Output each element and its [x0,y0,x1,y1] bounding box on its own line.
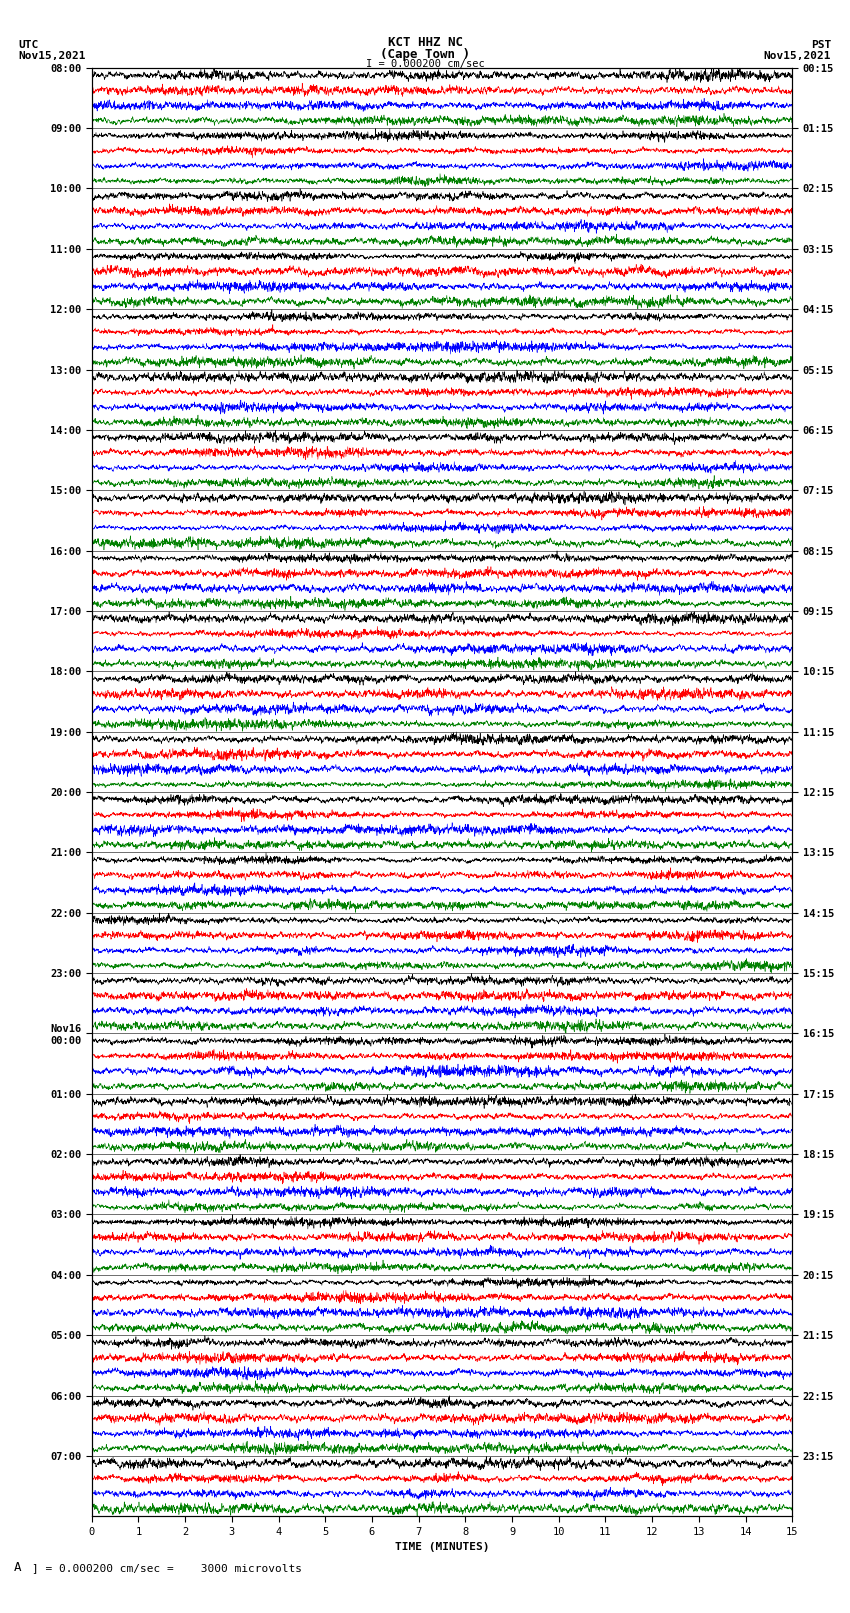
Text: $\mathtt{A}$: $\mathtt{A}$ [13,1561,22,1574]
Text: KCT HHZ NC: KCT HHZ NC [388,37,462,50]
Text: (Cape Town ): (Cape Town ) [380,47,470,61]
Text: Nov15,2021: Nov15,2021 [764,50,831,61]
X-axis label: TIME (MINUTES): TIME (MINUTES) [394,1542,490,1552]
Text: PST: PST [811,39,831,50]
Text: I = 0.000200 cm/sec: I = 0.000200 cm/sec [366,58,484,69]
Text: Nov15,2021: Nov15,2021 [19,50,86,61]
Text: UTC: UTC [19,39,39,50]
Text: ] = 0.000200 cm/sec =    3000 microvolts: ] = 0.000200 cm/sec = 3000 microvolts [32,1563,303,1573]
